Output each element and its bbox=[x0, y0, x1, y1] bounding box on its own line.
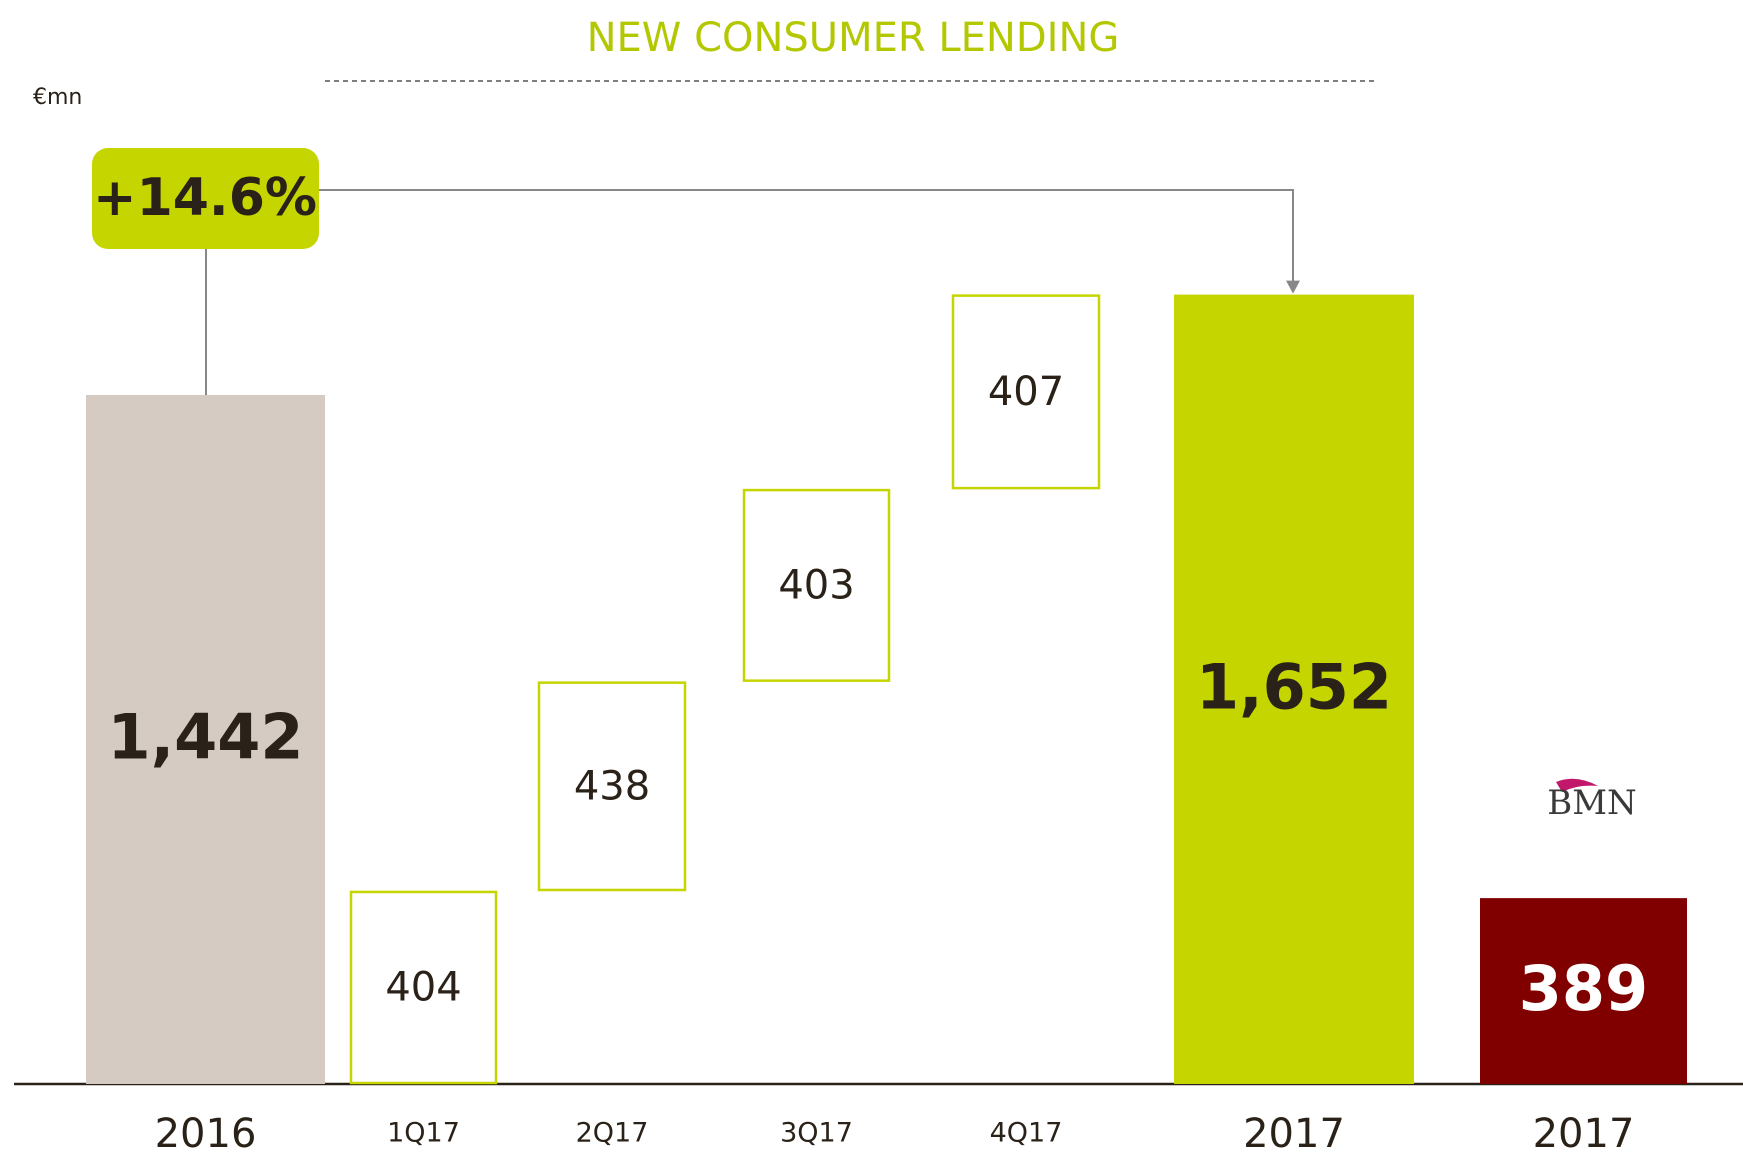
bar bbox=[86, 394, 325, 1084]
data-label: 403 bbox=[778, 562, 854, 608]
bar bbox=[537, 681, 687, 892]
bar bbox=[951, 294, 1101, 490]
x-tick-label: 2Q17 bbox=[576, 1118, 649, 1149]
data-label: 389 bbox=[1519, 952, 1648, 1025]
data-label: 1,652 bbox=[1196, 650, 1392, 723]
connector-arrow bbox=[1286, 280, 1300, 294]
chart-title: NEW CONSUMER LENDING bbox=[587, 15, 1120, 61]
logo-swoosh bbox=[1556, 778, 1598, 792]
x-tick-label: 2017 bbox=[1533, 1111, 1635, 1157]
x-tick-label: 1Q17 bbox=[387, 1118, 460, 1149]
x-tick-label: 4Q17 bbox=[990, 1118, 1063, 1149]
bar bbox=[349, 890, 498, 1085]
unit-label: €mn bbox=[33, 85, 82, 110]
bars: 1,442 2016 404 1Q17 438 2Q17 403 3Q17 407 4Q17 1,6… bbox=[86, 294, 1687, 1157]
annotation-box bbox=[92, 148, 319, 249]
x-tick-label: 2016 bbox=[155, 1111, 257, 1157]
data-label: 407 bbox=[988, 369, 1064, 415]
x-tick-label: 2017 bbox=[1243, 1111, 1345, 1157]
connector-line bbox=[319, 189, 1294, 285]
x-tick-label: 3Q17 bbox=[780, 1118, 853, 1149]
data-label: 1,442 bbox=[107, 701, 303, 774]
bar bbox=[742, 488, 891, 682]
annotation: +14.6% bbox=[93, 168, 317, 228]
logo: BMN bbox=[1547, 783, 1637, 823]
bar bbox=[1480, 898, 1687, 1084]
connector bbox=[205, 189, 1300, 395]
bar bbox=[1174, 294, 1414, 1084]
data-label: 404 bbox=[385, 964, 461, 1010]
data-label: 438 bbox=[574, 763, 650, 809]
